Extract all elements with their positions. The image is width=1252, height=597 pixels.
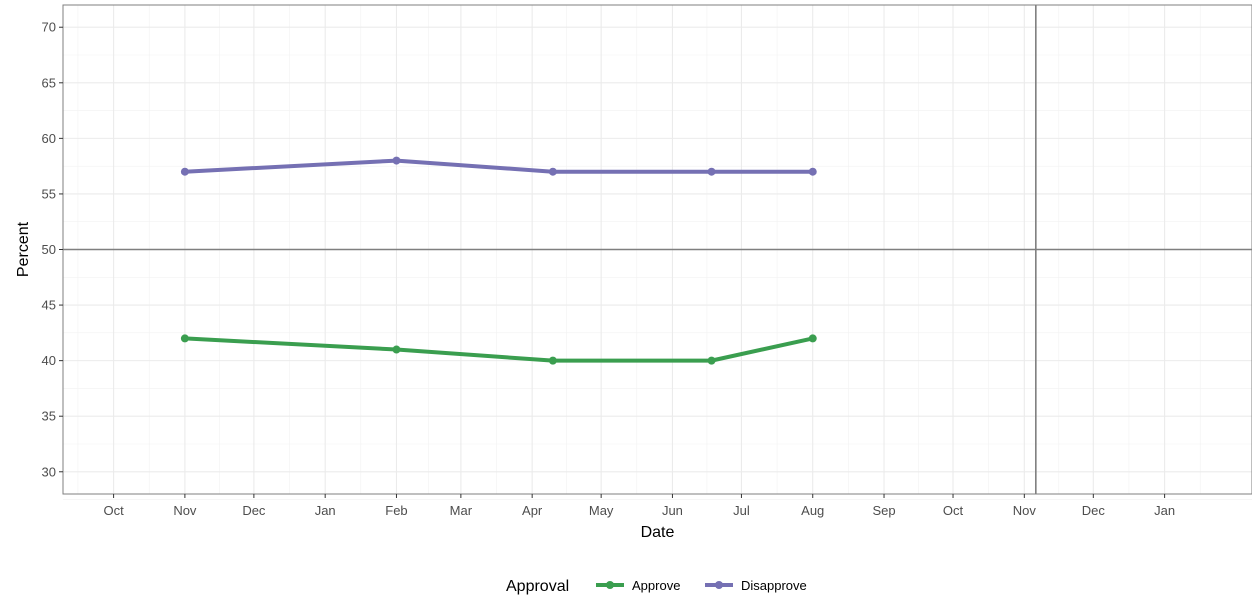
data-point-approve — [180, 334, 189, 343]
y-tick-label: 70 — [42, 20, 56, 35]
y-axis-title: Percent — [15, 221, 32, 277]
x-tick-label: Dec — [1082, 503, 1106, 518]
y-tick-label: 40 — [42, 353, 56, 368]
y-tick-label: 35 — [42, 409, 56, 424]
x-tick-label: Mar — [450, 503, 473, 518]
y-axis: 30 35 40 45 50 55 60 65 70 — [42, 20, 63, 479]
x-tick-label: May — [589, 503, 614, 518]
legend-label-disapprove: Disapprove — [741, 578, 807, 593]
x-tick-label: Apr — [522, 503, 543, 518]
reference-lines — [63, 5, 1252, 494]
x-tick-label: Nov — [1013, 503, 1037, 518]
legend-key-point-disapprove — [715, 581, 723, 589]
legend-key-point-approve — [606, 581, 614, 589]
x-tick-label: Jan — [1154, 503, 1175, 518]
x-tick-label: Oct — [943, 503, 964, 518]
minor-grid — [63, 5, 1252, 500]
y-tick-label: 50 — [42, 242, 56, 257]
y-tick-label: 65 — [42, 75, 56, 90]
x-tick-label: Jan — [315, 503, 336, 518]
y-tick-label: 55 — [42, 186, 56, 201]
x-tick-label: Jul — [733, 503, 750, 518]
series-line-approve — [182, 336, 815, 363]
y-tick-label: 30 — [42, 464, 56, 479]
data-point-disapprove — [808, 167, 817, 176]
data-point-approve — [808, 334, 817, 343]
legend-item-approve: Approve — [596, 578, 680, 593]
data-point-disapprove — [707, 167, 716, 176]
x-tick-label: Oct — [103, 503, 124, 518]
series-disapprove — [180, 156, 817, 176]
legend: Approval Approve Disapprove — [506, 578, 807, 595]
legend-label-approve: Approve — [632, 578, 680, 593]
x-tick-label: Jun — [662, 503, 683, 518]
x-tick-label: Aug — [801, 503, 824, 518]
x-tick-label: Dec — [242, 503, 266, 518]
x-tick-label: Nov — [173, 503, 197, 518]
x-tick-label: Feb — [385, 503, 407, 518]
y-tick-label: 60 — [42, 131, 56, 146]
series-approve — [180, 334, 817, 365]
x-axis: Oct Nov Dec Jan Feb Mar Apr May Jun Jul Aug Sep Oct N… — [103, 494, 1175, 518]
data-point-approve — [707, 356, 716, 365]
data-point-disapprove — [548, 167, 557, 176]
y-tick-label: 45 — [42, 298, 56, 313]
data-point-disapprove — [180, 167, 189, 176]
data-point-disapprove — [392, 156, 401, 165]
series-layer — [180, 156, 817, 365]
data-point-approve — [392, 345, 401, 354]
legend-item-disapprove: Disapprove — [705, 578, 807, 593]
legend-items: Approve Disapprove — [596, 578, 807, 593]
x-axis-title: Date — [641, 524, 675, 541]
data-point-approve — [548, 356, 557, 365]
x-tick-label: Sep — [872, 503, 895, 518]
legend-title: Approval — [506, 578, 569, 595]
